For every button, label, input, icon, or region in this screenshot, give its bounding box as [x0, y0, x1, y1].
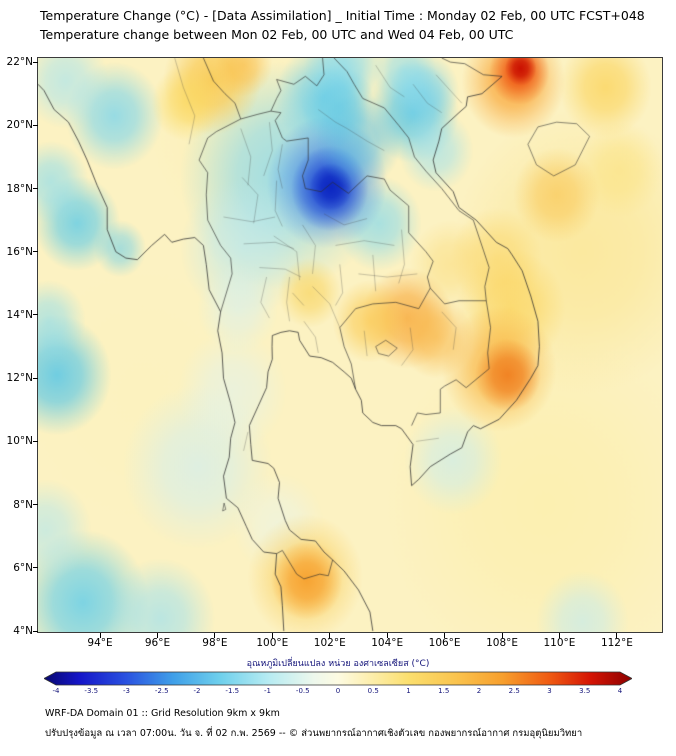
colorbar: -4 -3.5 -3 -2.5 -2 -1.5 -1 -0.5 0 0.5 1 1.5 2 2.5 3 3.5… — [43, 671, 633, 699]
lat-tick-mark — [33, 124, 38, 126]
lon-tick-mark — [271, 633, 273, 638]
colorbar-label: อุณหภูมิเปลี่ยนแปลง หน่วย องศาเซลเซียส (… — [246, 659, 430, 669]
lat-tick-mark — [33, 567, 38, 569]
lat-tick-label: 12°N — [6, 372, 33, 385]
lat-tick-mark — [33, 504, 38, 506]
lon-tick-mark — [501, 633, 503, 638]
colorbar-tick-label: -2.5 — [154, 687, 169, 695]
lat-tick-label: 10°N — [6, 435, 33, 448]
figure-subtitle: Temperature change between Mon 02 Feb, 0… — [40, 27, 514, 42]
lon-tick-label: 100°E — [256, 637, 289, 649]
lon-tick-label: 102°E — [313, 637, 346, 649]
lon-tick-mark — [616, 633, 618, 638]
colorbar-tick-label: 3 — [547, 687, 552, 695]
colorbar-tick-label: -4 — [52, 687, 60, 695]
colorbar-tick-label: 2.5 — [508, 687, 520, 695]
colorbar-tick-label: -1.5 — [225, 687, 240, 695]
temperature-field-canvas — [38, 58, 662, 632]
lon-tick-mark — [386, 633, 388, 638]
colorbar-tick-label: 1.5 — [438, 687, 450, 695]
colorbar-tick-label: -1 — [264, 687, 271, 695]
colorbar-tick-label: 0.5 — [367, 687, 379, 695]
lat-tick-mark — [33, 314, 38, 316]
colorbar-tick-label: -2 — [193, 687, 201, 695]
lat-tick-label: 18°N — [6, 182, 33, 195]
colorbar-tick-label: -3.5 — [84, 687, 99, 695]
lat-tick-label: 6°N — [13, 561, 33, 574]
colorbar-tick-label: 2 — [476, 687, 482, 695]
colorbar-tick-label: 0 — [335, 687, 341, 695]
colorbar-tick-label: -0.5 — [295, 687, 310, 695]
lon-tick-label: 106°E — [428, 637, 461, 649]
lon-tick-label: 112°E — [600, 637, 633, 649]
colorbar-tick-label: -3 — [123, 687, 130, 695]
lat-tick-label: 4°N — [13, 625, 33, 638]
lat-tick-label: 8°N — [13, 498, 33, 511]
lon-tick-mark — [156, 633, 158, 638]
lon-tick-mark — [99, 633, 101, 638]
lon-tick-mark — [558, 633, 560, 638]
map-plot-area — [37, 57, 663, 633]
colorbar-tick-label: 4 — [617, 687, 623, 695]
lat-tick-mark — [33, 440, 38, 442]
lat-tick-mark — [33, 377, 38, 379]
lat-tick-label: 16°N — [6, 245, 33, 258]
lat-tick-label: 20°N — [6, 119, 33, 132]
lat-tick-mark — [33, 61, 38, 63]
colorbar-tick-label: 3.5 — [579, 687, 591, 695]
colorbar-tick-label: 1 — [406, 687, 411, 695]
lat-tick-mark — [33, 188, 38, 190]
footer-domain-info: WRF-DA Domain 01 :: Grid Resolution 9km … — [45, 708, 280, 719]
lon-tick-label: 108°E — [486, 637, 519, 649]
lon-tick-label: 110°E — [543, 637, 576, 649]
lon-tick-mark — [444, 633, 446, 638]
footer-attribution: ปรับปรุงข้อมูล ณ เวลา 07:00น. วัน จ. ที่… — [45, 728, 583, 739]
lat-tick-mark — [33, 630, 38, 632]
lon-tick-mark — [329, 633, 331, 638]
lon-tick-label: 94°E — [87, 637, 113, 649]
lon-tick-label: 96°E — [144, 637, 171, 649]
lon-tick-mark — [214, 633, 216, 638]
colorbar-ticks: -4 -3.5 -3 -2.5 -2 -1.5 -1 -0.5 0 0.5 1 1.5 2 2.5 3 3.5… — [44, 671, 632, 699]
lon-tick-label: 98°E — [202, 637, 228, 649]
lat-tick-label: 22°N — [6, 56, 33, 69]
lon-tick-label: 104°E — [371, 637, 404, 649]
figure-title: Temperature Change (°C) - [Data Assimila… — [40, 8, 645, 23]
lat-tick-label: 14°N — [6, 308, 33, 321]
lat-tick-mark — [33, 251, 38, 253]
